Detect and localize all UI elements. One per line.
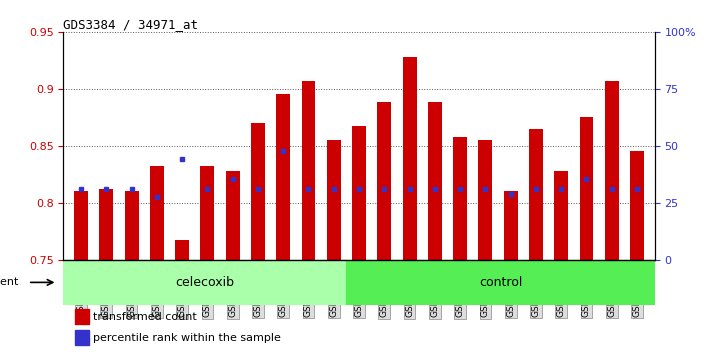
Bar	[74, 191, 88, 259]
Bar	[327, 140, 341, 259]
Bar	[301, 81, 315, 259]
Text: agent: agent	[0, 278, 19, 287]
Bar	[479, 140, 492, 259]
Bar	[201, 166, 214, 259]
Bar	[125, 191, 139, 259]
Text: GDS3384 / 34971_at: GDS3384 / 34971_at	[63, 18, 199, 31]
Text: celecoxib: celecoxib	[175, 276, 234, 289]
Bar	[175, 240, 189, 259]
Bar	[352, 126, 366, 259]
Bar	[99, 189, 113, 259]
Bar	[630, 152, 644, 259]
Bar	[63, 259, 346, 305]
Bar	[504, 191, 517, 259]
Text: transformed count: transformed count	[93, 312, 196, 322]
Bar	[605, 81, 619, 259]
Text: percentile rank within the sample: percentile rank within the sample	[93, 333, 281, 343]
Bar	[75, 330, 89, 345]
Bar	[150, 166, 164, 259]
Bar	[579, 117, 593, 259]
Bar	[428, 102, 442, 259]
Bar	[251, 123, 265, 259]
Bar	[276, 95, 290, 259]
Bar	[226, 171, 239, 259]
Text: control: control	[479, 276, 522, 289]
Bar	[75, 309, 89, 324]
Bar	[403, 57, 417, 259]
Bar	[346, 259, 655, 305]
Bar	[377, 102, 391, 259]
Bar	[453, 137, 467, 259]
Bar	[554, 171, 568, 259]
Bar	[529, 129, 543, 259]
